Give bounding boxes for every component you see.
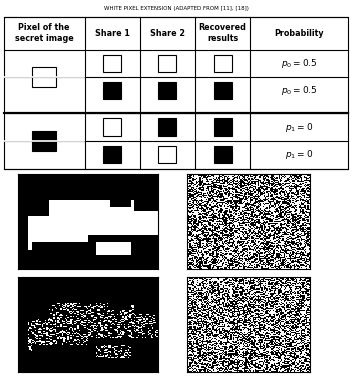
- Bar: [158, 146, 176, 163]
- Bar: [158, 82, 176, 99]
- Text: $p_0 = 0.5$: $p_0 = 0.5$: [281, 57, 318, 70]
- Bar: [103, 118, 121, 136]
- Text: Probability: Probability: [275, 29, 324, 38]
- Text: $p_0 = 0.5$: $p_0 = 0.5$: [281, 84, 318, 97]
- Bar: [32, 67, 56, 87]
- Bar: [214, 118, 232, 136]
- Bar: [158, 55, 176, 72]
- Text: Pixel of the
secret image: Pixel of the secret image: [15, 23, 74, 43]
- Text: Share 1: Share 1: [95, 29, 130, 38]
- Bar: [214, 82, 232, 99]
- Text: $p_1 = 0$: $p_1 = 0$: [285, 149, 313, 162]
- Text: (a): (a): [80, 282, 96, 292]
- Bar: [214, 146, 232, 163]
- Bar: [103, 146, 121, 163]
- Text: (b): (b): [241, 282, 256, 292]
- Text: WHITE PIXEL EXTENSION (ADAPTED FROM [11], [18]): WHITE PIXEL EXTENSION (ADAPTED FROM [11]…: [103, 6, 249, 11]
- Text: $p_1 = 0$: $p_1 = 0$: [285, 121, 313, 134]
- Text: Share 2: Share 2: [150, 29, 185, 38]
- Bar: [214, 55, 232, 72]
- Bar: [103, 82, 121, 99]
- Bar: [158, 118, 176, 136]
- Bar: [103, 55, 121, 72]
- Bar: [32, 131, 56, 151]
- Text: Recovered
results: Recovered results: [199, 23, 246, 43]
